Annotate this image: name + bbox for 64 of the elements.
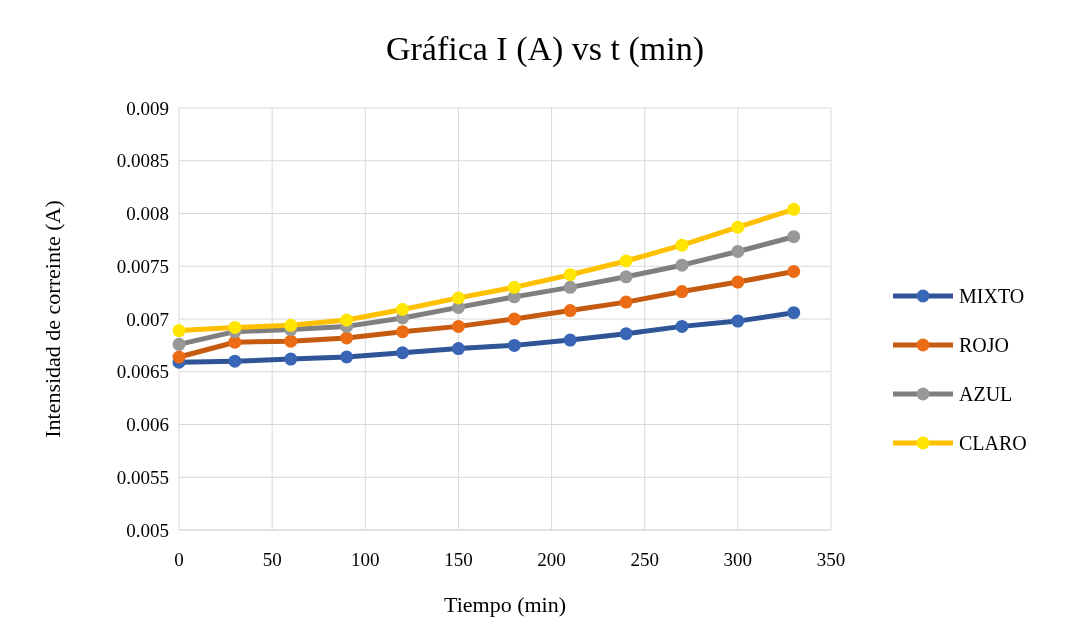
point [507,338,521,352]
point [340,350,354,364]
legend-label: AZUL [959,383,1013,405]
point [507,280,521,294]
x-tick-label: 200 [537,549,566,570]
point [228,354,242,368]
y-axis-title: Intensidad de correinte (A) [40,200,65,438]
point [619,327,633,341]
legend-label: CLARO [959,432,1027,454]
point [619,254,633,268]
point [172,337,186,351]
point [563,280,577,294]
point [284,334,298,348]
point [731,244,745,258]
y-tick-label: 0.006 [126,414,169,436]
point [396,346,410,360]
x-tick-label: 150 [444,549,473,570]
y-tick-label: 0.009 [126,97,169,119]
point [451,342,465,356]
legend-label: MIXTO [959,285,1025,307]
point [451,319,465,333]
point [731,220,745,234]
point [787,265,801,279]
y-tick-label: 0.0055 [116,466,169,488]
point [563,333,577,347]
x-tick-label: 300 [723,549,753,570]
point [284,352,298,366]
point [507,312,521,326]
point [563,304,577,318]
y-tick-label: 0.008 [126,203,169,225]
point [731,314,745,328]
point [675,238,689,252]
y-tick-label: 0.005 [126,519,169,541]
point [619,270,633,284]
point [563,268,577,282]
point [787,230,801,244]
point [787,202,801,216]
point [172,350,186,364]
point [228,320,242,334]
point [675,285,689,299]
x-axis-title: Tiempo (min) [443,592,567,617]
point [172,324,186,338]
x-tick-label: 100 [351,549,380,570]
point [340,313,354,327]
x-tick-label: 0 [174,549,184,570]
point [340,331,354,345]
point [731,275,745,289]
y-tick-label: 0.0085 [116,150,169,172]
x-tick-label: 50 [262,549,282,570]
y-tick-label: 0.0065 [116,361,169,383]
y-tick-label: 0.007 [126,308,169,330]
point [619,295,633,309]
legend-label: ROJO [959,334,1010,356]
chart-title: Gráfica I (A) vs t (min) [385,30,705,68]
y-tick-label: 0.0075 [116,255,169,277]
point [396,303,410,317]
point [675,258,689,272]
point [787,306,801,320]
x-tick-label: 350 [816,549,846,570]
point [284,318,298,332]
point [396,325,410,339]
x-tick-label: 250 [630,549,659,570]
point [675,319,689,333]
point [451,291,465,305]
